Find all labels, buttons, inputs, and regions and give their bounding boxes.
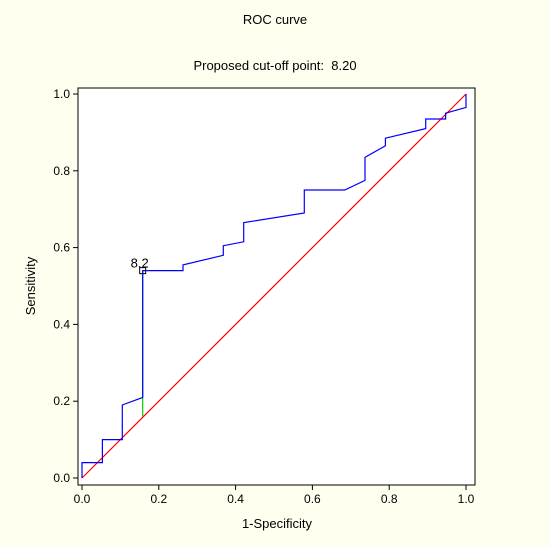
x-axis-label: 1-Specificity: [242, 516, 313, 531]
y-tick-label: 0.8: [53, 164, 70, 178]
plot-area: [77, 87, 476, 486]
x-tick-label: 0.0: [74, 492, 91, 506]
diagonal-series: [81, 93, 467, 479]
x-tick-label: 1.0: [458, 492, 475, 506]
y-tick-label: 1.0: [53, 87, 70, 101]
y-tick-label: 0.6: [53, 241, 70, 255]
chart-subtitle: Proposed cut-off point: 8.20: [193, 58, 356, 73]
chart-title: ROC curve: [243, 12, 307, 27]
x-tick-label: 0.6: [304, 492, 321, 506]
y-tick-label: 0.2: [53, 394, 70, 408]
x-tick-label: 0.2: [150, 492, 167, 506]
cutoff-marker: [139, 267, 147, 275]
roc-series: [81, 94, 467, 478]
y-axis-label: Sensitivity: [23, 256, 38, 315]
cutoff-label: 8.2: [131, 256, 149, 271]
x-tick-label: 0.4: [227, 492, 244, 506]
x-tick-label: 0.8: [381, 492, 398, 506]
y-tick-label: 0.0: [53, 471, 70, 485]
y-tick-label: 0.4: [53, 317, 70, 331]
